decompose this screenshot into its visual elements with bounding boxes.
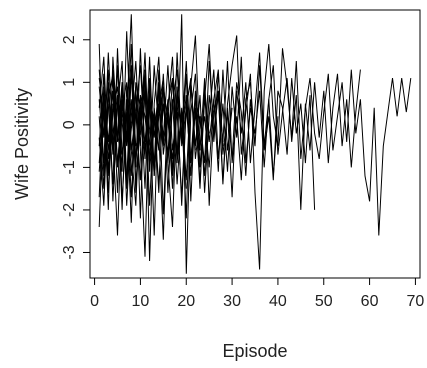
x-tick-label: 30 xyxy=(223,293,241,310)
x-axis: 0 10 20 30 40 50 60 70 xyxy=(90,278,424,310)
y-tick-label: 1 xyxy=(61,78,78,87)
y-tick-label: 2 xyxy=(61,35,78,44)
x-tick-label: 70 xyxy=(407,293,425,310)
x-tick-label: 60 xyxy=(361,293,379,310)
y-axis-title: Wife Positivity xyxy=(12,88,32,200)
x-tick-label: 0 xyxy=(90,293,99,310)
y-tick-label: -1 xyxy=(61,160,78,174)
y-tick-label: 0 xyxy=(61,120,78,129)
y-tick-label: -2 xyxy=(61,203,78,217)
x-tick-label: 40 xyxy=(269,293,287,310)
x-tick-label: 20 xyxy=(177,293,195,310)
y-axis: -3 -2 -1 0 1 2 xyxy=(61,35,90,260)
x-tick-label: 10 xyxy=(132,293,150,310)
series-lines xyxy=(98,14,412,274)
plot-area-frame xyxy=(89,9,421,279)
series-line-12 xyxy=(98,65,164,206)
x-axis-title: Episode xyxy=(222,341,287,361)
y-tick-label: -3 xyxy=(61,245,78,259)
series-line-11 xyxy=(98,56,178,210)
x-tick-label: 50 xyxy=(315,293,333,310)
series-line-13 xyxy=(98,73,151,189)
